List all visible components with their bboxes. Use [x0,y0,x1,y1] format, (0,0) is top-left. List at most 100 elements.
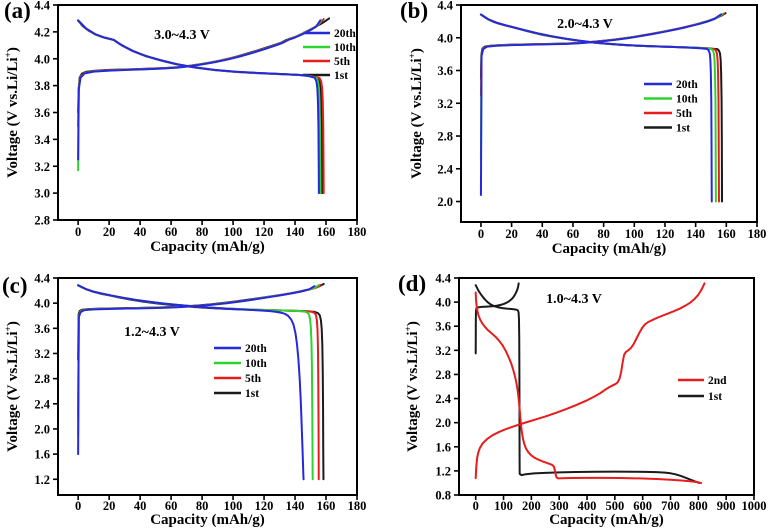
svg-text:3.2: 3.2 [435,344,451,358]
svg-text:2.8: 2.8 [34,372,50,386]
svg-text:500: 500 [605,499,624,513]
svg-text:80: 80 [196,499,209,513]
svg-text:40: 40 [134,499,147,513]
svg-text:600: 600 [633,499,652,513]
svg-text:0: 0 [473,499,479,513]
svg-text:20th: 20th [245,343,267,355]
svg-text:120: 120 [656,227,675,241]
svg-text:180: 180 [348,225,367,239]
svg-text:200: 200 [522,499,541,513]
panel-d: (d) 0 100 200 300 400 500 600 700 800 900 1000 0.8 1… [384,265,768,529]
svg-text:60: 60 [567,227,580,241]
chart-b-voltage-vs-capacity: 0 20 40 60 80 100 120 140 160 180 2.0 2.4 2.8 3.2 3.6 4… [408,0,767,257]
panel-a: (a) 0 20 40 60 80 100 120 140 160 180 2.8 3.0 3.2 3.4… [0,0,384,265]
panel-a-label: (a) [4,0,31,23]
svg-text:100: 100 [625,227,644,241]
panel-c-label: (c) [2,273,28,298]
svg-text:3.2: 3.2 [34,347,50,361]
svg-text:1st: 1st [245,388,259,400]
svg-text:100: 100 [494,499,513,513]
svg-text:80: 80 [196,225,209,239]
svg-text:3.6: 3.6 [34,106,50,120]
svg-text:Capacity (mAh/g): Capacity (mAh/g) [150,239,265,255]
svg-text:4.4: 4.4 [34,272,50,286]
svg-text:2.0: 2.0 [435,416,451,430]
svg-text:3.2: 3.2 [437,97,453,111]
svg-text:40: 40 [536,227,549,241]
svg-text:2.8: 2.8 [435,368,451,382]
chart-d-voltage-vs-capacity: 0 100 200 300 400 500 600 700 800 900 1000 0.8 1.2 1.… [404,272,767,529]
panel-b-label: (b) [400,0,429,23]
svg-text:1.2: 1.2 [34,473,50,487]
svg-text:4.0: 4.0 [435,296,451,310]
svg-text:2.8: 2.8 [437,130,453,144]
svg-text:0: 0 [75,499,81,513]
chart-c-voltage-vs-capacity: 0 20 40 60 80 100 120 140 160 180 1.2 1.6 2.0 2.4 2.8 3… [4,272,367,529]
svg-text:60: 60 [165,225,178,239]
svg-text:3.4: 3.4 [34,133,50,147]
svg-text:140: 140 [286,225,305,239]
svg-text:10th: 10th [245,358,267,370]
svg-text:3.2: 3.2 [34,160,50,174]
svg-text:800: 800 [689,499,708,513]
svg-text:700: 700 [661,499,680,513]
panel-c: (c) 0 20 40 60 80 100 120 140 160 180 1.2 1.6 2.0 2.4… [0,265,384,529]
svg-text:1.2: 1.2 [435,464,451,478]
svg-text:Voltage (V vs.Li/Li+): Voltage (V vs.Li/Li+) [4,47,21,178]
svg-text:180: 180 [348,499,367,513]
svg-text:20: 20 [103,225,116,239]
svg-text:180: 180 [748,227,767,241]
svg-text:Capacity (mAh/g): Capacity (mAh/g) [552,241,667,257]
svg-text:4.4: 4.4 [435,272,451,286]
svg-text:40: 40 [134,225,147,239]
svg-text:140: 140 [286,499,305,513]
svg-text:1.0~4.3 V: 1.0~4.3 V [546,292,602,307]
svg-text:3.8: 3.8 [34,79,50,93]
svg-text:1.6: 1.6 [435,440,451,454]
svg-text:10th: 10th [334,42,356,54]
svg-text:0: 0 [478,227,484,241]
svg-text:160: 160 [317,499,336,513]
svg-text:1st: 1st [708,391,722,403]
svg-text:20: 20 [103,499,116,513]
svg-text:Voltage (V vs.Li/Li+): Voltage (V vs.Li/Li+) [404,321,421,452]
svg-text:300: 300 [550,499,569,513]
svg-text:5th: 5th [334,56,351,68]
svg-text:160: 160 [717,227,736,241]
svg-text:120: 120 [255,499,274,513]
svg-text:5th: 5th [245,373,262,385]
svg-text:4.4: 4.4 [437,0,453,13]
svg-text:Voltage (V vs.Li/Li+): Voltage (V vs.Li/Li+) [4,321,21,452]
svg-text:2.8: 2.8 [34,214,50,228]
svg-text:80: 80 [597,227,610,241]
svg-text:100: 100 [224,225,243,239]
svg-text:60: 60 [165,499,178,513]
svg-text:4.0: 4.0 [34,52,50,66]
svg-text:1.6: 1.6 [34,448,50,462]
panel-d-label: (d) [398,271,427,296]
svg-text:2.4: 2.4 [34,397,50,411]
svg-text:1.2~4.3 V: 1.2~4.3 V [124,325,180,340]
svg-text:400: 400 [578,499,597,513]
svg-text:100: 100 [224,499,243,513]
svg-text:3.6: 3.6 [34,322,50,336]
svg-text:4.2: 4.2 [34,25,50,39]
svg-text:4.0: 4.0 [437,31,453,45]
svg-text:140: 140 [686,227,705,241]
svg-text:Voltage (V vs.Li/Li+): Voltage (V vs.Li/Li+) [408,48,425,179]
svg-text:2.4: 2.4 [435,392,451,406]
svg-text:3.0: 3.0 [34,187,50,201]
svg-text:2.0: 2.0 [34,422,50,436]
svg-text:Capacity (mAh/g): Capacity (mAh/g) [549,512,664,528]
svg-text:3.6: 3.6 [435,320,451,334]
svg-text:5th: 5th [676,108,693,120]
svg-text:10th: 10th [676,94,698,106]
svg-text:2.0: 2.0 [437,195,453,209]
svg-text:160: 160 [317,225,336,239]
chart-a-voltage-vs-capacity: 0 20 40 60 80 100 120 140 160 180 2.8 3.0 3.2 3.4 3.6 3… [4,0,367,255]
svg-text:0.8: 0.8 [435,489,451,503]
svg-text:120: 120 [255,225,274,239]
svg-text:20th: 20th [334,28,356,40]
svg-text:0: 0 [75,225,81,239]
svg-text:1000: 1000 [742,499,767,513]
